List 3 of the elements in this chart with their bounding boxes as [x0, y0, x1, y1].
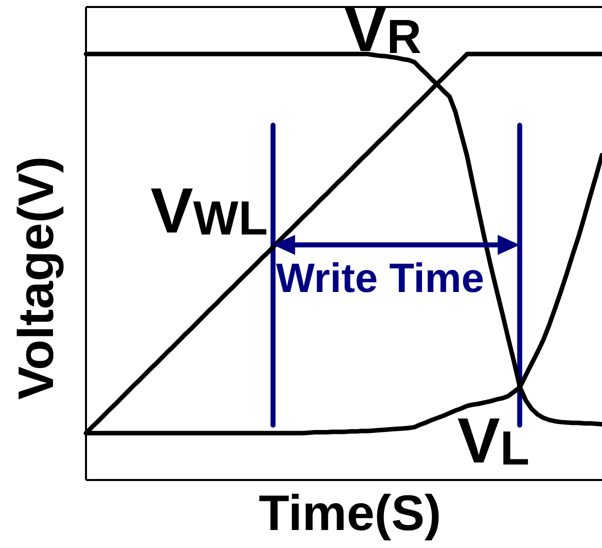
annotation: Write Time	[276, 254, 484, 301]
x-axis-title: Time(S)	[258, 485, 442, 541]
y-axis-title: Voltage(V)	[8, 156, 64, 400]
